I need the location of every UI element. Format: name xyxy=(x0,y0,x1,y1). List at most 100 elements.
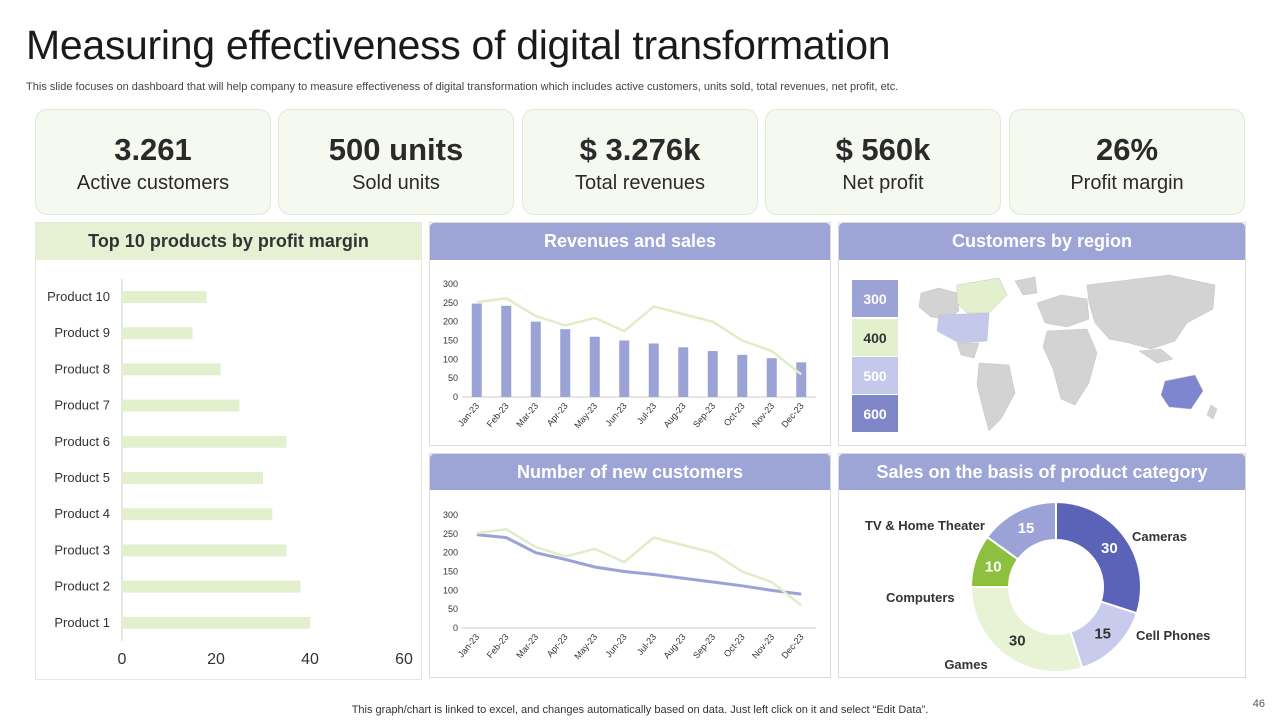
kpi-label: Net profit xyxy=(842,172,924,194)
donut-category-label: TV & Home Theater xyxy=(865,518,985,533)
panel-title: Sales on the basis of product category xyxy=(839,454,1245,490)
x-tick-label: Aug-23 xyxy=(661,632,687,661)
revenue-bar xyxy=(737,354,748,397)
category-chart: 30 15 30 10 15 Cameras Cell Phones Games Compute… xyxy=(865,500,1210,673)
y-tick-label: 200 xyxy=(443,548,458,558)
product-bar xyxy=(122,399,240,412)
y-tick-label: 300 xyxy=(443,510,458,520)
x-tick-label: Dec-23 xyxy=(779,632,805,661)
series-line-primary xyxy=(476,533,802,596)
y-tick-label: 200 xyxy=(443,317,458,327)
map-asia xyxy=(1086,274,1216,350)
kpi-label: Active customers xyxy=(76,172,230,194)
product-tick-label: Product 5 xyxy=(54,470,110,485)
y-tick-label: 250 xyxy=(443,529,458,539)
donut-slice xyxy=(985,500,1057,561)
kpi-value: 500 units xyxy=(328,132,464,167)
map-canada xyxy=(956,277,1008,314)
product-bar xyxy=(122,472,263,484)
region-legend-600: 600 xyxy=(852,395,898,432)
revenue-bar xyxy=(560,329,571,397)
panel-title: Number of new customers xyxy=(430,454,830,490)
page-subtitle: This slide focuses on dashboard that wil… xyxy=(26,81,899,93)
product-tick-label: Product 7 xyxy=(54,398,110,413)
product-bar xyxy=(122,616,310,629)
revenue-bar xyxy=(530,321,541,397)
kpi-value: 3.261 xyxy=(114,132,192,167)
donut-value-label: 15 xyxy=(1018,520,1035,537)
map-south-america xyxy=(976,362,1016,432)
donut-category-label: Computers xyxy=(886,590,955,605)
series-line-secondary xyxy=(476,528,803,607)
product-bar xyxy=(122,508,273,521)
kpi-card-total-revenues: $ 3.276k Total revenues xyxy=(522,109,758,215)
y-tick-label: 50 xyxy=(448,604,458,614)
product-tick-label: Product 3 xyxy=(54,542,110,557)
product-tick-label: Product 2 xyxy=(54,579,110,594)
x-tick-label: 40 xyxy=(301,651,319,668)
y-tick-label: 0 xyxy=(453,392,458,402)
revenue-bar xyxy=(796,362,807,397)
kpi-value: $ 3.276k xyxy=(579,132,701,167)
x-tick-label: 20 xyxy=(207,651,225,668)
revenue-bar xyxy=(501,305,512,397)
kpi-card-net-profit: $ 560k Net profit xyxy=(765,109,1001,215)
kpi-value: 26% xyxy=(1095,132,1159,167)
series-line-secondary xyxy=(476,297,803,376)
revenue-bar xyxy=(678,347,689,397)
product-tick-label: Product 10 xyxy=(47,289,110,304)
x-tick-label: May-23 xyxy=(572,401,599,430)
product-tick-label: Product 8 xyxy=(54,361,110,376)
region-legend-500: 500 xyxy=(852,357,898,394)
products-panel: Top 10 products by profit margin Product… xyxy=(35,222,422,680)
product-bar xyxy=(122,363,221,376)
x-tick-label: Mar-23 xyxy=(514,401,540,429)
donut-slice xyxy=(1055,500,1142,615)
map-europe xyxy=(1036,294,1090,328)
donut-category-label: Cameras xyxy=(1132,529,1187,544)
map-australia xyxy=(1160,374,1204,410)
donut-value-label: 10 xyxy=(985,559,1002,576)
kpi-card-active-customers: 3.261 Active customers xyxy=(35,109,271,215)
category-panel: Sales on the basis of product category 3… xyxy=(838,453,1246,678)
kpi-label: Profit margin xyxy=(1070,172,1184,194)
kpi-value: $ 560k xyxy=(835,132,931,167)
product-bar xyxy=(122,435,287,448)
panel-title: Customers by region xyxy=(839,223,1245,260)
x-tick-label: Jul-23 xyxy=(635,401,658,426)
x-tick-label: May-23 xyxy=(572,632,599,661)
revenue-bar xyxy=(619,340,630,397)
revenue-bar xyxy=(648,343,659,397)
x-tick-label: Apr-23 xyxy=(545,401,570,428)
new-customers-panel: Number of new customers 0 50 100 150 200 250 3… xyxy=(429,453,831,678)
kpi-label: Sold units xyxy=(352,172,440,194)
donut-value-label: 30 xyxy=(1101,540,1118,557)
x-tick-label: Sep-23 xyxy=(691,632,717,661)
kpi-label: Total revenues xyxy=(574,172,706,194)
donut-value-label: 30 xyxy=(1009,632,1026,649)
x-tick-label: Oct-23 xyxy=(722,401,747,428)
y-tick-label: 300 xyxy=(443,279,458,289)
revenue-bar xyxy=(766,358,777,397)
revenues-chart: 0 50 100 150 200 250 300 Jan-23 Feb-23 Mar-23 Apr-… xyxy=(443,279,816,430)
x-tick-label: Mar-23 xyxy=(514,632,540,660)
map-mexico xyxy=(956,342,980,359)
x-tick-label: Feb-23 xyxy=(485,401,511,429)
panel-title: Revenues and sales xyxy=(430,223,830,260)
product-tick-label: Product 1 xyxy=(54,615,110,630)
x-tick-label: Feb-23 xyxy=(485,632,511,660)
x-tick-label: Sep-23 xyxy=(691,401,717,430)
map-new-zealand xyxy=(1206,404,1218,420)
revenue-bar xyxy=(471,303,482,397)
product-bar xyxy=(122,544,287,557)
revenue-bar xyxy=(707,351,718,397)
product-bar xyxy=(122,327,193,340)
x-tick-label: Aug-23 xyxy=(661,401,687,430)
y-tick-label: 100 xyxy=(443,354,458,364)
y-tick-label: 100 xyxy=(443,585,458,595)
footer-note: This graph/chart is linked to excel, and… xyxy=(351,704,929,716)
region-panel: Customers by region 300 400 500 600 xyxy=(838,222,1246,446)
region-legend-400: 400 xyxy=(852,319,898,356)
